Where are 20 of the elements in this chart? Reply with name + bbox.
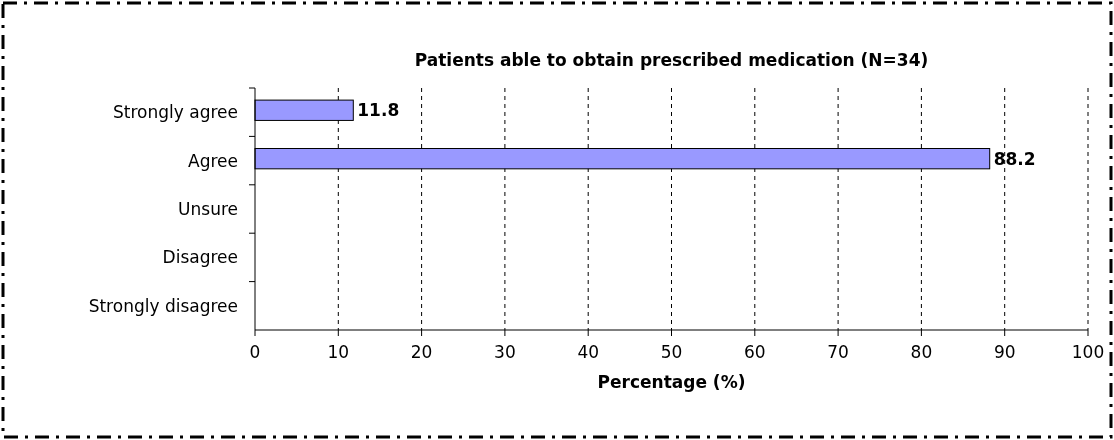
x-tick-label: 10 <box>327 342 350 362</box>
x-tick-label: 70 <box>827 342 849 362</box>
x-axis-title: Percentage (%) <box>597 372 746 392</box>
x-tick-label: 0 <box>249 342 261 362</box>
y-tick-label: Agree <box>188 150 238 171</box>
data-label: 88.2 <box>993 148 1036 169</box>
x-tick-label: 20 <box>410 342 433 362</box>
x-tick-label: 90 <box>993 342 1016 362</box>
y-tick-label: Unsure <box>178 199 238 219</box>
data-label: 11.8 <box>357 100 400 121</box>
y-tick-label: Disagree <box>162 247 238 268</box>
x-tick-label: 100 <box>1071 342 1105 362</box>
y-tick-label: Strongly agree <box>113 102 238 123</box>
x-tick-label: 30 <box>494 342 516 362</box>
x-tick-label: 80 <box>910 342 933 362</box>
x-tick-label: 40 <box>577 342 600 362</box>
x-tick-label: 60 <box>743 342 766 362</box>
x-tick-label: 50 <box>660 342 683 362</box>
y-tick-label: Strongly disagree <box>88 295 238 316</box>
chart-title: Patients able to obtain prescribed medication (N=34) <box>414 50 929 70</box>
